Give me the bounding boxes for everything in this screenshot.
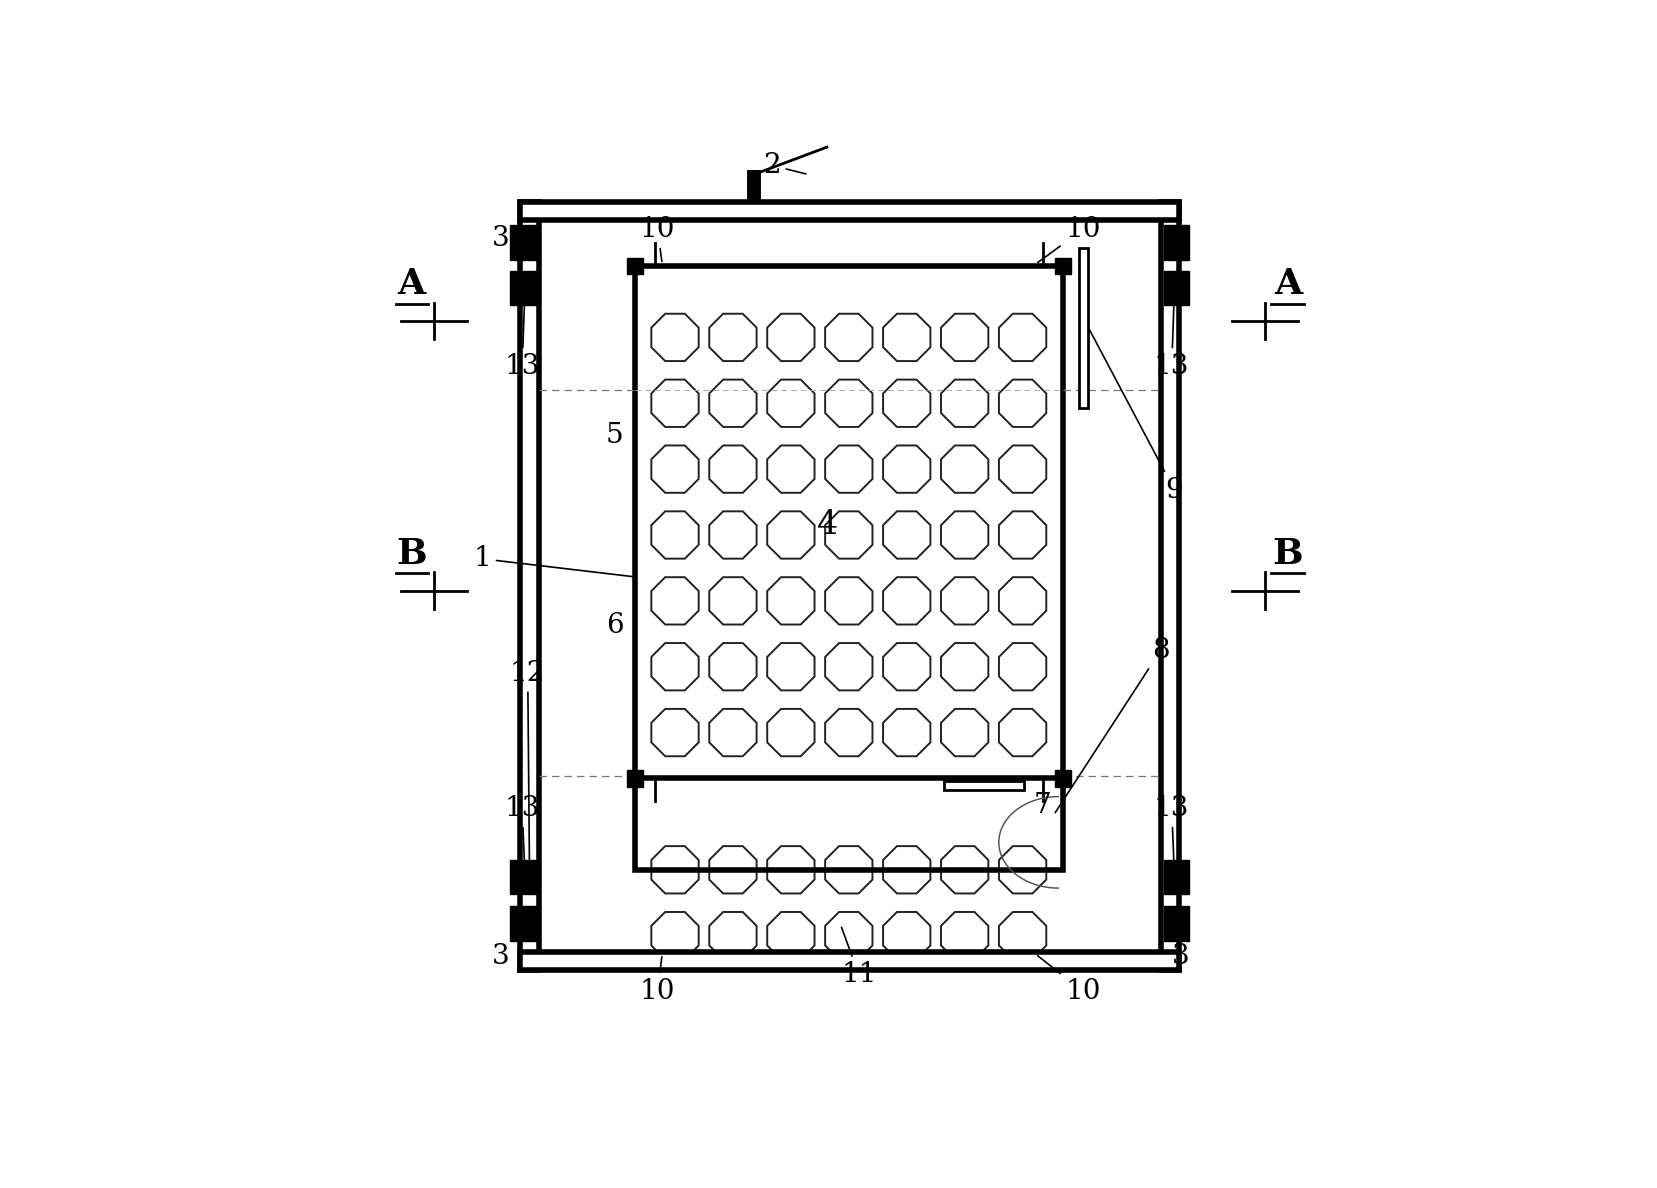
Bar [1079, 248, 1089, 407]
Bar [520, 202, 1178, 220]
Text: 13: 13 [504, 795, 540, 874]
Bar [626, 258, 643, 274]
Text: 10: 10 [640, 956, 674, 1005]
Bar [626, 770, 643, 786]
Bar [510, 906, 535, 941]
Bar [1163, 860, 1188, 895]
Text: 10: 10 [1037, 955, 1100, 1005]
Text: B: B [396, 537, 426, 570]
Bar [1054, 258, 1070, 274]
Text: 3: 3 [490, 925, 524, 971]
Text: 7: 7 [1034, 792, 1051, 820]
Text: 10: 10 [640, 216, 674, 261]
Bar [1163, 906, 1188, 941]
Text: 3: 3 [490, 225, 522, 252]
Bar [1163, 271, 1188, 305]
Text: 3: 3 [1171, 927, 1190, 971]
Text: 12: 12 [510, 659, 545, 874]
Text: B: B [1273, 537, 1302, 570]
Text: 11: 11 [840, 928, 877, 988]
Text: 4: 4 [817, 508, 837, 541]
Text: 9: 9 [1089, 330, 1183, 504]
Text: 5: 5 [605, 422, 623, 449]
Text: 8: 8 [1054, 637, 1168, 813]
Text: 10: 10 [1037, 216, 1100, 263]
Text: A: A [1273, 267, 1301, 301]
Bar [520, 202, 539, 971]
Bar [635, 266, 1062, 870]
Text: A: A [398, 267, 426, 301]
Bar [510, 225, 535, 260]
Bar [1160, 202, 1178, 971]
Text: 2: 2 [762, 152, 805, 179]
Bar [1054, 770, 1070, 786]
Text: 13: 13 [1153, 795, 1188, 874]
Text: 1: 1 [472, 545, 633, 576]
Text: 13: 13 [1153, 291, 1188, 380]
Bar [1163, 225, 1188, 260]
Bar [943, 781, 1024, 790]
Bar [510, 271, 535, 305]
Text: 6: 6 [605, 612, 623, 639]
Text: 13: 13 [504, 291, 540, 380]
Bar [520, 952, 1178, 971]
Text: 3: 3 [1171, 225, 1190, 252]
Bar [510, 860, 535, 895]
